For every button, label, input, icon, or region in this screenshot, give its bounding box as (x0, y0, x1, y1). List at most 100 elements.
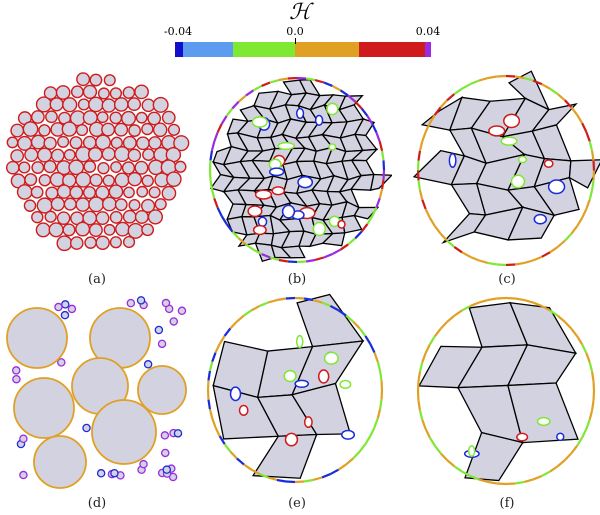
boundary-segment (321, 473, 331, 479)
small-bubble (57, 358, 66, 367)
boundary-segment (417, 180, 422, 191)
large-cell (33, 435, 87, 489)
boundary-segment (564, 232, 573, 242)
boundary-segment (305, 258, 316, 263)
boundary-segment (287, 260, 298, 264)
colorbar-title: ℋ (289, 0, 311, 25)
cell-bubble (75, 221, 91, 237)
boundary-segment (581, 208, 588, 219)
cell-bubble (113, 97, 129, 112)
large-cell (6, 307, 68, 369)
boundary-segment (453, 465, 463, 473)
plateau-border (536, 416, 551, 427)
boundary-segment (418, 141, 424, 152)
small-bubble (161, 448, 170, 458)
boundary-segment (418, 410, 424, 421)
cell-bubble (75, 123, 89, 137)
boundary-segment (209, 179, 213, 190)
small-bubble (136, 296, 146, 305)
boundary-segment (505, 74, 516, 78)
cell-bubble (43, 136, 57, 150)
cell-bubble (109, 111, 123, 125)
boundary-segment (581, 122, 588, 133)
cell-bubble (136, 185, 149, 198)
cell-bubble (136, 136, 150, 151)
cell-bubble (167, 123, 181, 136)
cell-bubble (84, 236, 97, 249)
cell-bubble (154, 198, 167, 211)
plateau-border (312, 221, 326, 237)
cell-bubble (114, 146, 131, 163)
boundary-segment (590, 400, 595, 411)
cell-bubble (95, 211, 110, 225)
cell-bubble (173, 135, 190, 152)
boundary-segment (216, 123, 223, 134)
colorbar-segment-1 (175, 42, 183, 57)
colorbar-tick-min: -0.04 (163, 25, 193, 38)
boundary-segment (347, 94, 356, 103)
foam-cell (353, 206, 380, 220)
boundary-segment (354, 100, 363, 110)
foam-cell (507, 382, 579, 444)
cell-bubble (75, 197, 91, 212)
boundary-segment (541, 470, 551, 477)
boundary-segment (269, 78, 280, 84)
small-bubble (82, 423, 91, 433)
boundary-segment (576, 335, 584, 346)
foam-cell (369, 173, 392, 192)
boundary-segment (213, 198, 219, 208)
plateau-border (268, 167, 285, 177)
boundary-segment (585, 199, 591, 210)
boundary-segment (469, 79, 480, 86)
plateau-border (294, 379, 310, 389)
panel-d-drawing (6, 296, 187, 489)
boundary-segment (515, 261, 525, 266)
boundary-segment (369, 343, 376, 354)
boundary-segment (252, 84, 263, 92)
cell-bubble (63, 148, 76, 161)
cell-bubble (49, 97, 64, 112)
boundary-segment (585, 419, 591, 430)
boundary-segment (446, 314, 455, 323)
plateau-border (543, 159, 554, 169)
cell-bubble (56, 211, 71, 225)
panel-f-drawing (416, 296, 596, 486)
boundary-segment (358, 443, 367, 453)
plateau-border (323, 351, 339, 365)
boundary-segment (532, 255, 543, 262)
boundary-segment (496, 482, 507, 486)
panel-a (2, 68, 192, 278)
boundary-segment (329, 304, 340, 312)
cell-bubble (75, 171, 92, 188)
cell-bubble (161, 185, 177, 201)
cell-bubble (134, 160, 149, 175)
boundary-segment (287, 76, 298, 80)
small-bubble (173, 429, 183, 438)
cell-bubble (87, 147, 103, 162)
plateau-border (503, 113, 521, 129)
cell-bubble (57, 135, 70, 148)
boundary-segment (418, 361, 424, 372)
boundary-segment (218, 335, 226, 345)
cell-bubble (31, 161, 45, 174)
boundary-segment (453, 87, 463, 95)
boundary-segment (564, 321, 573, 330)
boundary-segment (245, 89, 255, 97)
boundary-segment (259, 301, 269, 307)
plateau-border (251, 116, 268, 128)
boundary-segment (557, 93, 566, 102)
cell-bubble (115, 221, 130, 237)
cell-bubble (114, 198, 128, 212)
cell-bubble (38, 173, 52, 187)
cell-bubble (127, 148, 142, 163)
panel-c-drawing (412, 70, 600, 267)
cell-bubble (110, 161, 123, 174)
plateau-border (556, 432, 565, 442)
cell-bubble (70, 85, 84, 99)
boundary-segment (373, 418, 379, 428)
boundary-segment (417, 400, 422, 411)
boundary-segment (229, 450, 238, 460)
boundary-segment (421, 352, 427, 363)
boundary-segment (433, 106, 442, 116)
cell-bubble (56, 184, 72, 199)
